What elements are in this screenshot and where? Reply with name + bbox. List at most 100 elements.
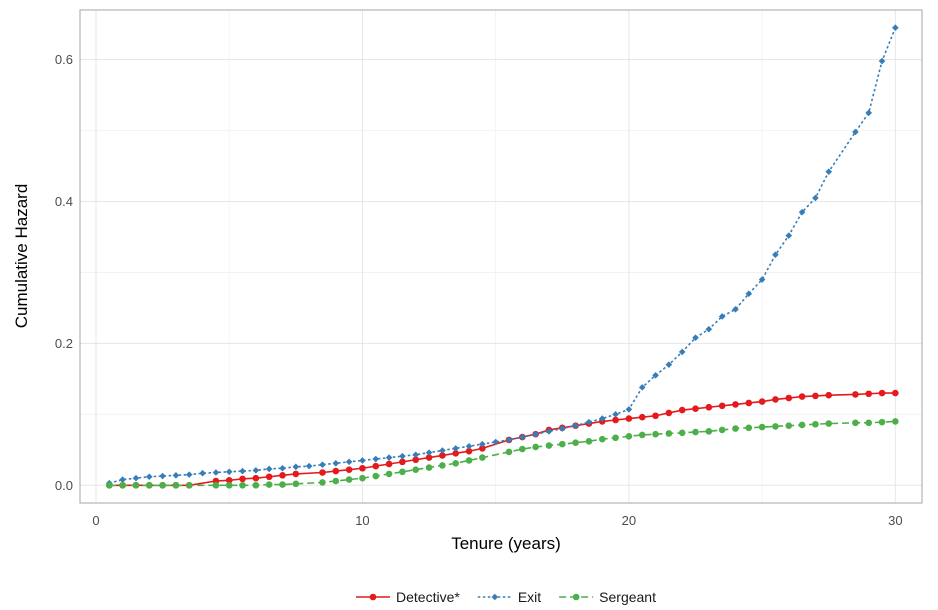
data-point-sergeant <box>665 430 673 437</box>
data-point-detective <box>265 473 273 481</box>
data-point-sergeant <box>612 434 619 442</box>
data-point-sergeant <box>332 477 340 485</box>
data-point-exit <box>758 276 766 283</box>
data-point-detective <box>745 399 753 407</box>
data-point-sergeant <box>292 480 300 488</box>
data-point-exit <box>878 57 886 65</box>
data-point-exit <box>292 463 300 471</box>
data-point-exit <box>252 467 260 474</box>
data-point-detective <box>878 389 886 397</box>
y-axis-ticks: 0.0 0.2 0.4 0.6 <box>55 52 73 493</box>
data-point-exit <box>145 473 153 481</box>
data-point-exit <box>772 251 779 259</box>
data-point-detective <box>705 403 713 411</box>
data-point-sergeant <box>265 481 273 488</box>
data-point-sergeant <box>705 428 713 435</box>
data-point-detective <box>678 406 686 414</box>
data-point-detective <box>638 413 646 421</box>
data-point-exit <box>798 208 806 216</box>
data-point-sergeant <box>345 476 353 483</box>
y-tick-label: 0.6 <box>55 52 73 67</box>
data-point-exit <box>479 440 486 448</box>
data-point-detective <box>852 391 859 398</box>
data-point-sergeant <box>718 426 726 434</box>
data-point-detective <box>865 390 873 398</box>
data-point-sergeant <box>279 481 286 488</box>
data-point-sergeant <box>519 445 526 453</box>
data-point-exit <box>638 384 646 391</box>
data-point-sergeant <box>785 422 793 429</box>
data-point-detective <box>225 477 233 484</box>
data-point-detective <box>412 456 420 464</box>
data-point-sergeant <box>798 421 806 429</box>
data-point-exit <box>452 445 460 452</box>
data-point-detective <box>625 415 633 422</box>
legend-label-exit: Exit <box>518 589 541 605</box>
data-point-exit <box>732 306 739 313</box>
data-point-detective <box>319 469 326 476</box>
data-point-exit <box>785 232 793 239</box>
data-point-detective <box>292 470 300 478</box>
data-point-exit <box>665 361 673 368</box>
minor-gridlines <box>80 10 922 503</box>
data-point-exit <box>532 430 539 438</box>
x-tick-label: 10 <box>355 513 369 528</box>
data-point-exit <box>678 348 686 356</box>
data-point-sergeant <box>692 428 699 436</box>
data-point-detective <box>345 466 353 473</box>
data-point-detective <box>812 392 819 400</box>
data-point-sergeant <box>638 431 646 439</box>
data-point-detective <box>439 452 446 459</box>
data-point-sergeant <box>319 479 326 486</box>
data-point-sergeant <box>505 448 513 456</box>
y-tick-label: 0.4 <box>55 194 73 209</box>
data-point-exit <box>519 433 526 441</box>
data-point-exit <box>212 469 220 476</box>
data-point-exit <box>239 467 246 475</box>
data-point-exit <box>892 24 899 32</box>
data-point-detective <box>692 405 699 412</box>
data-point-exit <box>625 406 633 413</box>
data-point-sergeant <box>372 472 380 480</box>
data-point-sergeant <box>385 470 393 478</box>
legend-label-detective: Detective* <box>396 589 460 605</box>
data-point-exit <box>359 457 366 464</box>
data-point-sergeant <box>479 454 486 461</box>
data-point-sergeant <box>185 481 193 489</box>
data-point-exit <box>265 465 273 473</box>
data-point-detective <box>718 402 726 410</box>
data-point-exit <box>279 464 286 472</box>
data-point-exit <box>745 290 753 298</box>
series-layer <box>106 24 899 489</box>
data-point-exit <box>385 454 393 461</box>
data-point-sergeant <box>652 430 659 438</box>
legend-item-detective: Detective* <box>356 589 460 605</box>
data-point-exit <box>225 468 233 476</box>
data-point-exit <box>319 461 326 468</box>
data-point-sergeant <box>772 423 779 430</box>
legend-key-marker-detective <box>369 593 377 601</box>
data-point-sergeant <box>172 481 180 489</box>
data-point-exit <box>439 447 446 454</box>
data-point-sergeant <box>892 418 899 425</box>
series-exit <box>106 24 899 487</box>
data-point-detective <box>892 389 899 397</box>
data-point-sergeant <box>558 440 566 448</box>
data-point-exit <box>425 449 433 456</box>
data-point-detective <box>252 474 260 482</box>
data-point-sergeant <box>878 418 886 426</box>
data-point-detective <box>465 447 473 455</box>
data-point-sergeant <box>625 433 633 440</box>
data-point-sergeant <box>812 420 819 428</box>
data-point-exit <box>332 459 340 467</box>
data-point-exit <box>705 325 713 333</box>
data-point-exit <box>865 109 873 117</box>
data-point-sergeant <box>852 419 859 427</box>
data-point-detective <box>399 458 406 466</box>
data-point-detective <box>665 409 673 417</box>
data-point-exit <box>159 472 166 480</box>
series-sergeant <box>106 418 899 489</box>
data-point-sergeant <box>119 481 126 489</box>
